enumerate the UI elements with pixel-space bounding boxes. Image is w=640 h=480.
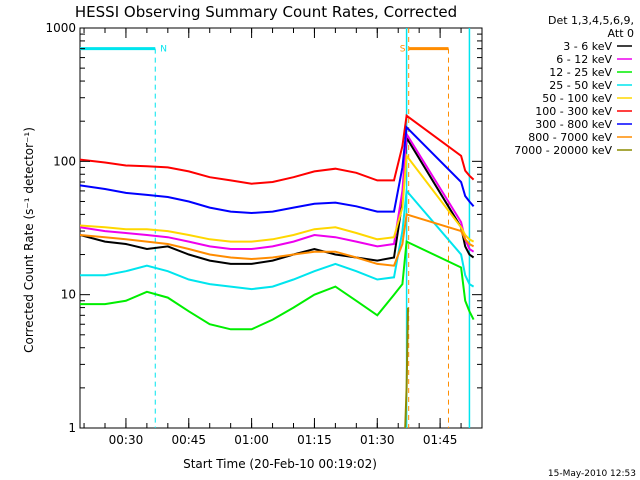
x-axis: 00:30 00:45 01:00 01:15 01:30 01:45 (83, 28, 462, 447)
series-line (80, 134, 475, 265)
legend-label: 3 - 6 keV (563, 40, 612, 53)
chart-title: HESSI Observing Summary Count Rates, Cor… (75, 3, 457, 21)
x-tick-label: 00:30 (109, 433, 144, 447)
series-line (80, 240, 475, 331)
legend-label: 6 - 12 keV (556, 53, 612, 66)
series-line (80, 113, 475, 185)
legend-header-line-2: Att 0 (608, 27, 634, 40)
legend-label: 100 - 300 keV (535, 105, 612, 118)
y-tick-label: 100 (53, 154, 76, 168)
x-axis-label: Start Time (20-Feb-10 00:19:02) (183, 457, 377, 471)
plot-frame (79, 27, 483, 429)
series-line (80, 213, 475, 267)
legend-label: 50 - 100 keV (542, 92, 612, 105)
legend-label: 7000 - 20000 keV (514, 144, 612, 157)
x-tick-label: 01:45 (423, 433, 458, 447)
y-axis: 1 10 100 1000 (45, 21, 482, 435)
marker-label: N (160, 45, 167, 55)
y-tick-label: 10 (61, 288, 76, 302)
x-tick-label: 01:15 (297, 433, 332, 447)
y-axis-label: Corrected Count Rate (s⁻¹ detector⁻¹) (22, 127, 36, 353)
legend-label: 25 - 50 keV (549, 79, 612, 92)
timestamp: 15-May-2010 12:53 (548, 469, 636, 479)
y-tick-label: 1 (68, 421, 76, 435)
legend-header-line-1: Det 1,3,4,5,6,9, (548, 14, 634, 27)
legend-label: 12 - 25 keV (549, 66, 612, 79)
series-line (404, 307, 409, 428)
legend-label: 300 - 800 keV (535, 118, 612, 131)
x-tick-label: 01:00 (234, 433, 269, 447)
x-tick-label: 01:30 (360, 433, 395, 447)
marker-label: S (400, 45, 406, 55)
y-tick-label: 1000 (45, 21, 76, 35)
series-line (80, 153, 475, 243)
legend-label: 800 - 7000 keV (528, 131, 612, 144)
x-tick-label: 00:45 (171, 433, 206, 447)
series-line (80, 125, 475, 215)
series-line (80, 130, 475, 253)
